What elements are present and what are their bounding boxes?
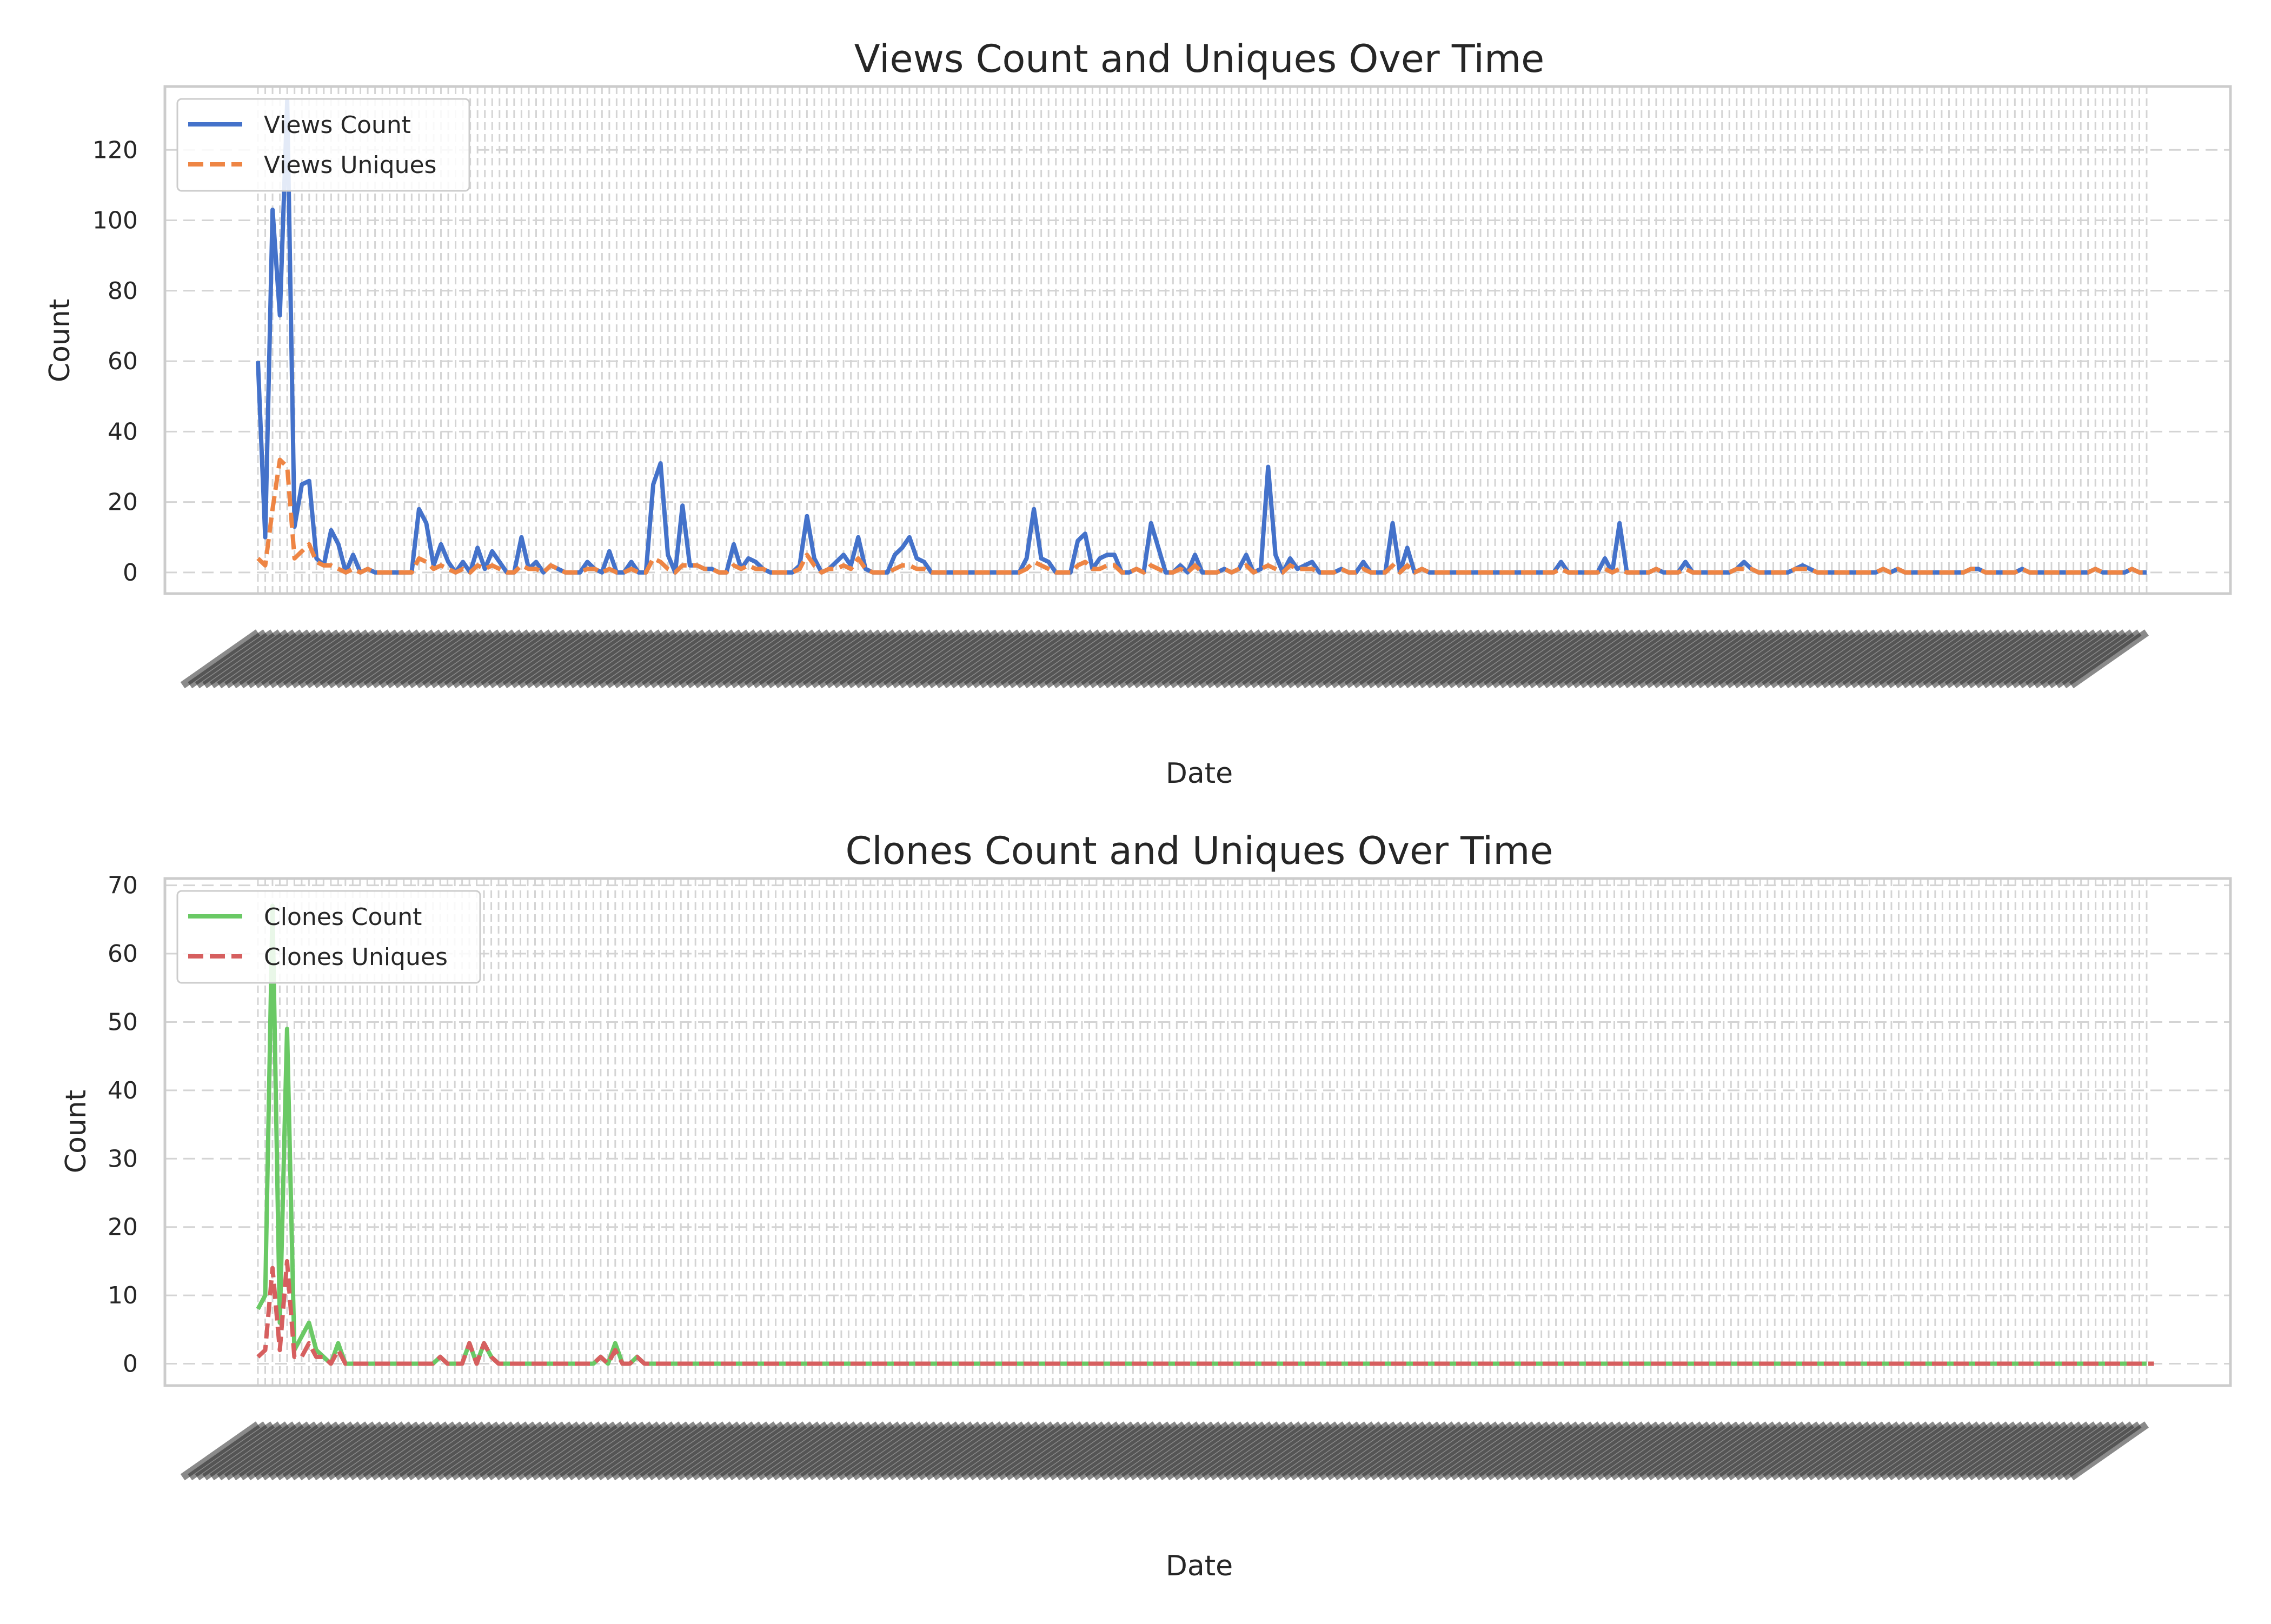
series-group	[256, 903, 2154, 1366]
y-tick-label: 100	[92, 207, 138, 235]
y-tick-label: 80	[108, 277, 138, 305]
y-ticks: 0 10 20 30 40 50 60 70	[108, 872, 138, 1378]
y-tick-label: 60	[108, 348, 138, 375]
y-tick-label: 40	[108, 418, 138, 445]
y-tick-label: 30	[108, 1145, 138, 1173]
x-ticks	[180, 1421, 2149, 1481]
legend-box	[176, 98, 470, 192]
x-axis-label: Date	[1166, 757, 1233, 790]
y-tick-label: 0	[123, 1350, 138, 1378]
x-grid	[257, 86, 2148, 594]
legend: Views Count Views Uniques	[176, 98, 470, 192]
x-tick-label	[2069, 1421, 2149, 1481]
y-tick-label: 50	[108, 1008, 138, 1036]
legend-label-views-count: Views Count	[264, 111, 411, 139]
x-grid	[257, 878, 2148, 1386]
y-tick-label: 10	[108, 1282, 138, 1309]
x-tick-label	[2069, 629, 2149, 689]
legend-label-clones-uniques: Clones Uniques	[264, 943, 448, 971]
y-tick-label: 120	[92, 136, 138, 164]
series-group	[256, 98, 2147, 575]
y-tick-label: 70	[108, 872, 138, 900]
clones-chart: Clones Count and Uniques Over Time Date …	[60, 829, 2232, 1582]
chart-title: Views Count and Uniques Over Time	[854, 37, 1544, 81]
y-tick-label: 0	[123, 559, 138, 587]
y-tick-label: 20	[108, 489, 138, 516]
views-chart: Views Count and Uniques Over Time Date C…	[44, 37, 2232, 790]
legend: Clones Count Clones Uniques	[176, 890, 481, 984]
plot-frame	[163, 85, 2232, 595]
legend-box	[176, 890, 481, 984]
y-axis-label: Count	[60, 1090, 92, 1173]
series-line-clones-uniques	[256, 1259, 2154, 1366]
chart-title: Clones Count and Uniques Over Time	[846, 829, 1553, 873]
legend-label-clones-count: Clones Count	[264, 903, 422, 931]
plot-frame	[163, 877, 2232, 1387]
x-ticks	[180, 629, 2149, 689]
y-tick-label: 60	[108, 940, 138, 968]
legend-label-views-uniques: Views Uniques	[264, 151, 436, 179]
y-grid	[165, 149, 2230, 574]
y-tick-label: 40	[108, 1077, 138, 1104]
series-line-views-uniques	[256, 457, 2147, 575]
y-ticks: 0 20 40 60 80 100 120	[92, 136, 138, 587]
x-axis-label: Date	[1166, 1550, 1233, 1582]
y-axis-label: Count	[44, 299, 76, 382]
y-tick-label: 20	[108, 1214, 138, 1241]
